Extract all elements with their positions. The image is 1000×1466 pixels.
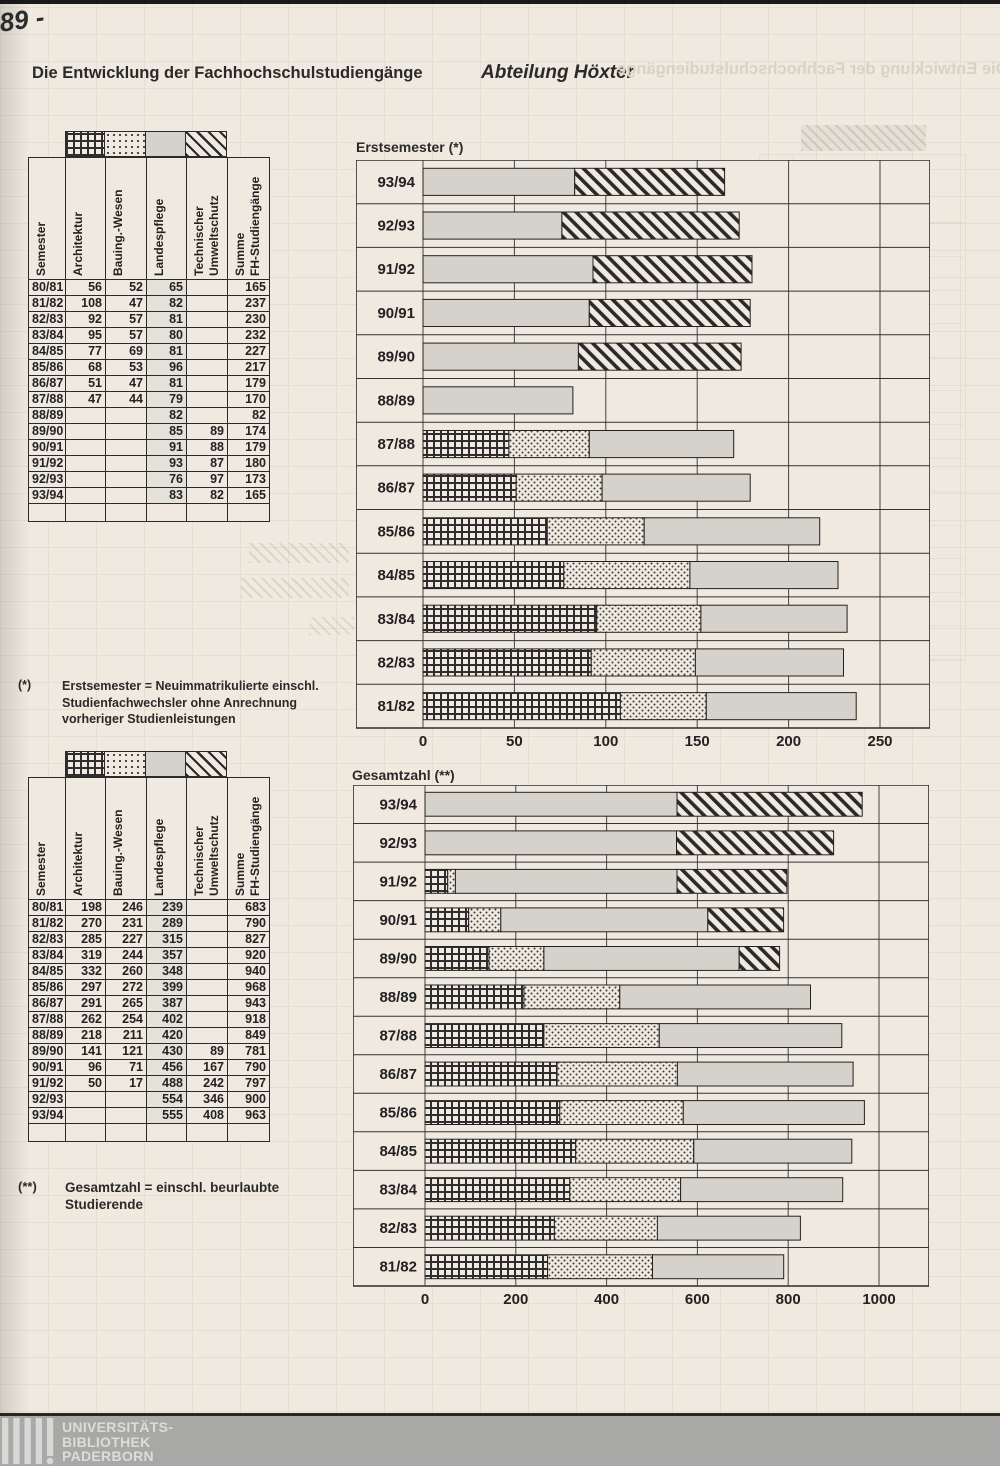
svg-text:85/86: 85/86 <box>379 1105 417 1122</box>
svg-text:93/94: 93/94 <box>379 796 417 813</box>
svg-text:81/82: 81/82 <box>377 698 415 715</box>
svg-text:90/91: 90/91 <box>377 305 415 322</box>
svg-text:83/84: 83/84 <box>379 1182 417 1199</box>
svg-text:91/92: 91/92 <box>379 873 417 890</box>
svg-text:83/84: 83/84 <box>377 611 415 628</box>
svg-text:89/90: 89/90 <box>377 349 415 366</box>
svg-text:0: 0 <box>419 733 427 750</box>
svg-text:91/92: 91/92 <box>377 261 415 278</box>
svg-text:86/87: 86/87 <box>379 1066 417 1083</box>
svg-text:89/90: 89/90 <box>379 950 417 967</box>
svg-text:88/89: 88/89 <box>377 392 415 409</box>
svg-text:50: 50 <box>506 733 523 750</box>
svg-text:84/85: 84/85 <box>377 567 415 584</box>
svg-text:87/88: 87/88 <box>377 436 415 453</box>
svg-text:92/93: 92/93 <box>379 835 417 852</box>
svg-text:88/89: 88/89 <box>379 989 417 1006</box>
svg-text:250: 250 <box>867 733 892 750</box>
svg-text:82/83: 82/83 <box>379 1220 417 1237</box>
svg-text:100: 100 <box>593 733 618 750</box>
svg-text:1000: 1000 <box>862 1291 895 1308</box>
svg-text:400: 400 <box>594 1291 619 1308</box>
svg-text:87/88: 87/88 <box>379 1028 417 1045</box>
svg-text:85/86: 85/86 <box>377 523 415 540</box>
svg-text:93/94: 93/94 <box>377 174 415 191</box>
svg-text:150: 150 <box>685 733 710 750</box>
svg-text:0: 0 <box>421 1291 429 1308</box>
svg-text:92/93: 92/93 <box>377 218 415 235</box>
svg-text:90/91: 90/91 <box>379 912 417 929</box>
svg-text:84/85: 84/85 <box>379 1143 417 1160</box>
svg-text:81/82: 81/82 <box>379 1259 417 1276</box>
svg-text:600: 600 <box>685 1291 710 1308</box>
svg-text:200: 200 <box>776 733 801 750</box>
svg-text:86/87: 86/87 <box>377 480 415 497</box>
svg-text:200: 200 <box>503 1291 528 1308</box>
svg-text:82/83: 82/83 <box>377 655 415 672</box>
svg-text:800: 800 <box>776 1291 801 1308</box>
